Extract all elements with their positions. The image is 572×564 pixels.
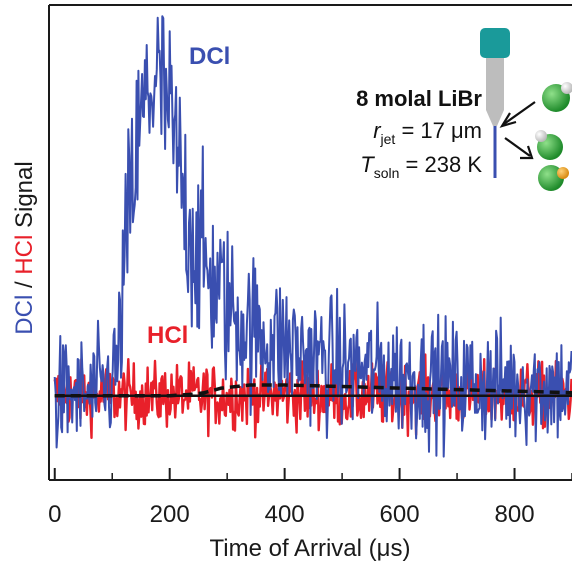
x-axis-title: Time of Arrival (μs) [210,535,411,562]
y-axis-title-dcl: DCl [11,295,38,335]
inset-jet-radius: rjet = 17 μm [373,118,482,147]
nozzle-cap [480,28,510,58]
t-value: = 238 K [399,152,482,177]
nozzle-tip [486,110,504,126]
arrows-icon [499,101,536,160]
x-tick-label: 0 [48,501,61,528]
arrow-in-line [503,101,536,125]
hcl-series-label: HCl [147,322,188,349]
arrow-in-head [499,112,517,128]
hcl-molecule-incoming-icon [542,82,572,112]
x-tick-label: 200 [150,501,190,528]
dcl-molecule-outgoing-icon [538,165,569,191]
r-symbol: r [373,118,382,143]
y-axis-title-hcl: HCl [11,235,38,275]
arrow-out-line [504,137,531,157]
y-axis-title: DCl / HCl Signal [11,161,38,334]
x-ticks: 0 200 400 600 800 [48,468,572,528]
series-line-dcl [53,15,572,458]
y-axis-title-signal: Signal [11,161,38,234]
inset-solution-label: 8 molal LiBr [356,86,482,111]
t-symbol: T [360,152,375,177]
inset-solution-temperature: Tsoln = 238 K [360,152,482,181]
x-tick-label: 400 [265,501,305,528]
arrow-out-head [520,145,534,160]
h-atom [535,130,547,142]
r-value: = 17 μm [395,118,482,143]
liquid-jet-nozzle-icon [480,28,510,178]
x-tick-label: 600 [380,501,420,528]
hcl-molecule-outgoing-icon [535,130,563,160]
dcl-series-label: DCl [189,43,230,70]
r-subscript: jet [380,131,396,147]
y-axis-title-slash: / [11,275,38,295]
h-atom [561,82,572,94]
d-atom [557,167,569,179]
nozzle-body [486,58,504,110]
x-tick-label: 800 [495,501,535,528]
t-subscript: soln [374,165,400,181]
series-layer [53,15,572,458]
